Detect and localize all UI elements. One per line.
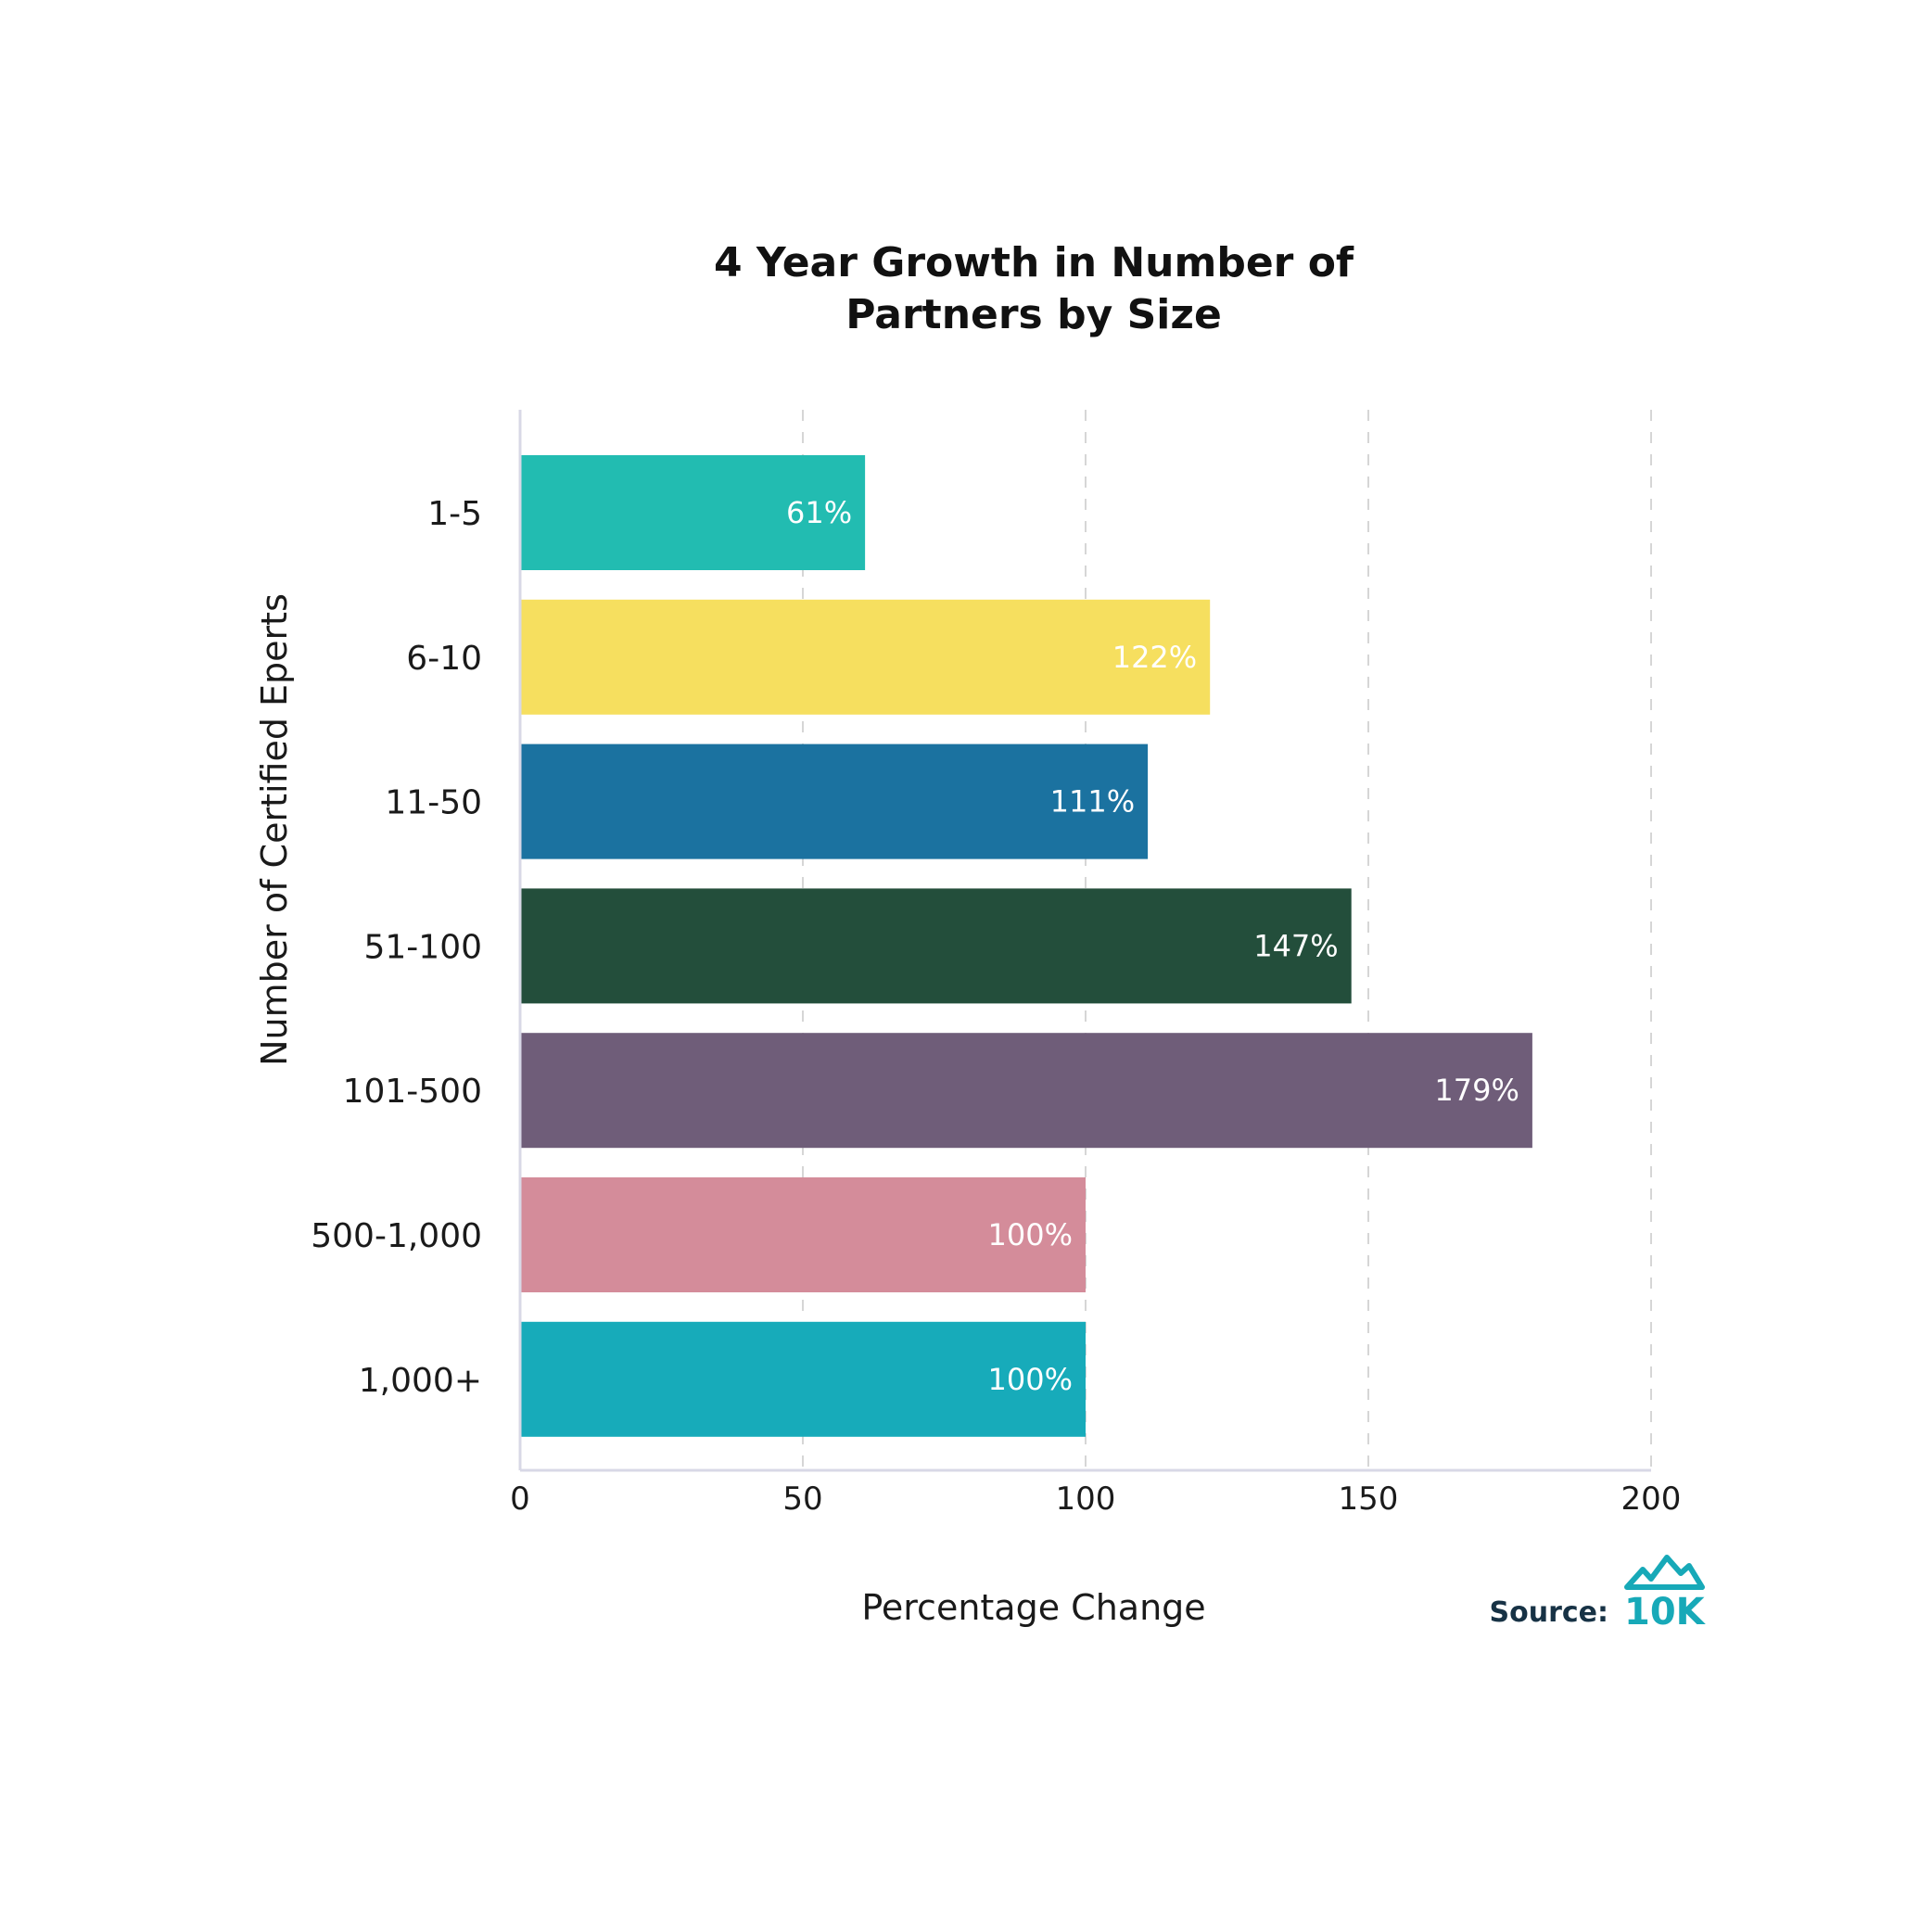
bar-101-500	[520, 1033, 1532, 1149]
category-label-1,000+: 1,000+	[359, 1362, 482, 1400]
source-label: Source:	[1490, 1596, 1609, 1629]
bar-500-1,000	[520, 1177, 1086, 1292]
x-tick-label-0: 0	[510, 1481, 530, 1518]
data-label-6-10: 122%	[1112, 640, 1197, 675]
x-tick-label-50: 50	[782, 1481, 822, 1518]
bar-51-100	[520, 888, 1352, 1004]
x-axis-title: Percentage Change	[861, 1587, 1205, 1628]
x-tick-label-200: 200	[1621, 1481, 1682, 1518]
10k-mountain-logo: 10K	[1624, 1555, 1707, 1633]
data-label-1,000+: 100%	[988, 1362, 1073, 1397]
y-category-labels: 1-5 6-10 11-50 51-100 101-500 500-1,000 1,000+	[311, 495, 482, 1400]
bars	[520, 455, 1532, 1437]
x-tick-labels: 0 50 100 150 200	[510, 1481, 1681, 1518]
y-axis-title: Number of Certified Eperts	[254, 593, 295, 1066]
category-label-101-500: 101-500	[343, 1073, 482, 1111]
chart-title-line-2: Partners by Size	[845, 291, 1222, 338]
category-label-6-10: 6-10	[406, 640, 482, 678]
bar-data-labels: 61% 122% 111% 147% 179% 100% 100%	[786, 495, 1519, 1397]
bar-1-5	[520, 455, 866, 570]
x-tick-label-100: 100	[1056, 1481, 1116, 1518]
category-label-500-1,000: 500-1,000	[311, 1217, 482, 1255]
data-label-51-100: 147%	[1253, 928, 1338, 963]
bar-11-50	[520, 744, 1149, 859]
mountain-icon	[1624, 1555, 1705, 1590]
axes	[518, 410, 1651, 1472]
data-label-1-5: 61%	[786, 495, 852, 530]
data-label-500-1,000: 100%	[988, 1217, 1073, 1252]
x-tick-label-150: 150	[1339, 1481, 1399, 1518]
bar-6-10	[520, 599, 1211, 715]
chart-title-line-1: 4 Year Growth in Number of	[714, 239, 1354, 286]
category-label-51-100: 51-100	[363, 928, 482, 966]
category-label-1-5: 1-5	[427, 495, 482, 533]
logo-text: 10K	[1624, 1591, 1707, 1633]
data-label-11-50: 111%	[1050, 784, 1135, 820]
data-label-101-500: 179%	[1434, 1073, 1519, 1108]
category-label-11-50: 11-50	[385, 784, 482, 822]
bar-1,000+	[520, 1321, 1086, 1437]
